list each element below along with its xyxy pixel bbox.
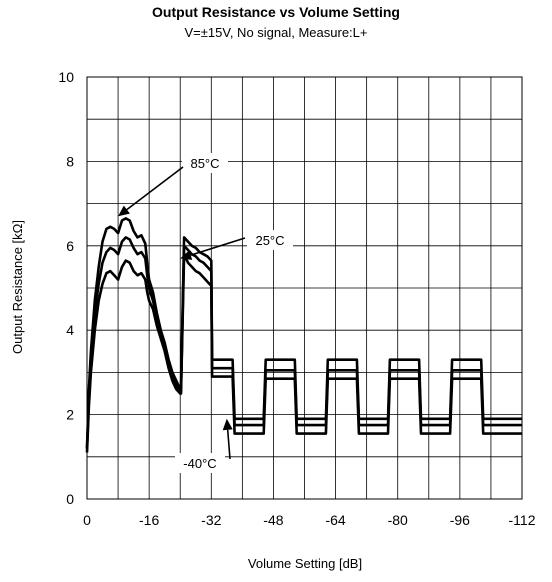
annotations: 85°C 25°C -40°C xyxy=(118,153,293,473)
x-tick-label: -32 xyxy=(201,512,221,528)
y-tick-label: 10 xyxy=(58,69,74,85)
annotation-label: 85°C xyxy=(190,156,219,171)
annotation-label: -40°C xyxy=(183,456,216,471)
y-tick-label: 0 xyxy=(66,491,74,507)
chart-subtitle: V=±15V, No signal, Measure:L+ xyxy=(185,25,368,40)
x-tick-label: -112 xyxy=(509,512,536,528)
annotation-arrow-head xyxy=(180,250,193,260)
x-axis-label: Volume Setting [dB] xyxy=(248,556,362,571)
annotation-label: 25°C xyxy=(255,233,284,248)
annotation-arrow-head xyxy=(222,418,233,431)
y-tick-labels: 0 2 4 6 8 10 xyxy=(58,69,74,507)
y-tick-label: 2 xyxy=(66,407,74,423)
y-tick-label: 6 xyxy=(66,238,74,254)
annotation-background xyxy=(247,230,293,250)
x-tick-label: 0 xyxy=(83,512,91,528)
x-tick-label: -48 xyxy=(263,512,283,528)
annotation-arrow-line xyxy=(190,237,246,256)
y-axis-label: Output Resistance [kΩ] xyxy=(10,220,25,354)
annotation-arrow-line xyxy=(226,429,231,460)
grid xyxy=(87,77,522,499)
annotation-background xyxy=(175,453,225,473)
x-tick-label: -16 xyxy=(139,512,159,528)
chart-title: Output Resistance vs Volume Setting xyxy=(152,4,400,20)
x-tick-label: -96 xyxy=(450,512,470,528)
annotation-arrow-line xyxy=(126,166,184,211)
annotation-arrow-head xyxy=(118,205,130,217)
annotation-background xyxy=(182,153,228,173)
series-layer xyxy=(85,217,522,453)
x-tick-label: -80 xyxy=(388,512,408,528)
series-line xyxy=(85,252,522,453)
plot-frame xyxy=(86,76,523,500)
x-tick-label: -64 xyxy=(325,512,345,528)
x-tick-labels: 0 -16 -32 -48 -64 -80 -96 -112 xyxy=(83,512,536,528)
y-tick-label: 8 xyxy=(66,153,74,169)
y-tick-label: 4 xyxy=(66,322,74,338)
